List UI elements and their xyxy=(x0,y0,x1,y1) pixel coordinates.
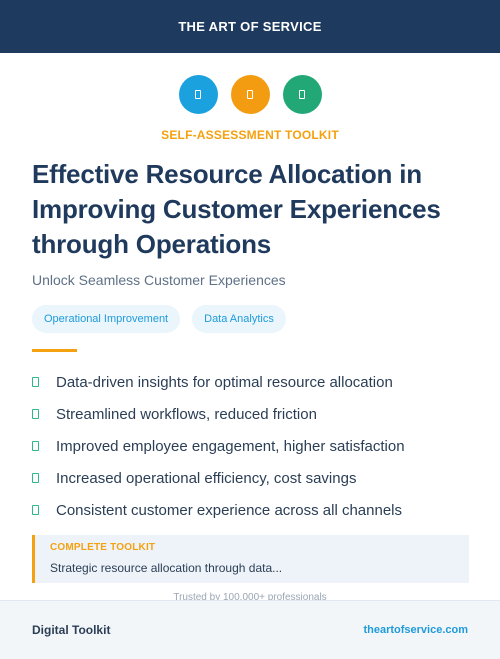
check-icon xyxy=(32,441,39,451)
icon-row xyxy=(0,75,500,114)
benefit-text: Consistent customer experience across al… xyxy=(56,501,403,519)
benefit-text: Streamlined workflows, reduced friction xyxy=(56,405,317,423)
benefit-item: Streamlined workflows, reduced friction xyxy=(32,398,405,430)
callout-text: Strategic resource allocation through da… xyxy=(50,561,283,575)
check-icon xyxy=(32,473,39,483)
benefit-text: Improved employee engagement, higher sat… xyxy=(56,437,405,455)
toolkit-kicker: SELF-ASSESSMENT TOOLKIT xyxy=(161,128,339,142)
check-icon xyxy=(32,409,39,419)
document-icon xyxy=(299,90,305,99)
benefit-item: Increased operational efficiency, cost s… xyxy=(32,462,405,494)
trusted-note: Trusted by 100,000+ professionals xyxy=(173,592,327,601)
page-subtitle: Unlock Seamless Customer Experiences xyxy=(32,272,286,288)
icon-circle-green xyxy=(282,75,322,114)
benefit-text: Increased operational efficiency, cost s… xyxy=(56,469,357,487)
brand-name: THE ART OF SERVICE xyxy=(178,19,322,34)
icon-circle-blue xyxy=(178,75,218,114)
accent-divider xyxy=(32,349,77,352)
document-icon xyxy=(247,90,253,99)
document-icon xyxy=(195,90,201,99)
benefit-list: Data-driven insights for optimal resourc… xyxy=(32,366,405,526)
footer-label: Digital Toolkit xyxy=(32,623,111,637)
benefit-item: Improved employee engagement, higher sat… xyxy=(32,430,405,462)
benefit-item: Data-driven insights for optimal resourc… xyxy=(32,366,405,398)
tag-operational-improvement[interactable]: Operational Improvement xyxy=(32,305,181,333)
footer-bar: Digital Toolkit theartofservice.com xyxy=(0,600,500,659)
toolkit-callout: COMPLETE TOOLKIT Strategic resource allo… xyxy=(32,535,469,583)
benefit-item: Consistent customer experience across al… xyxy=(32,494,405,526)
header-bar: THE ART OF SERVICE xyxy=(0,0,500,53)
check-icon xyxy=(32,505,39,515)
tag-data-analytics[interactable]: Data Analytics xyxy=(192,305,286,333)
website-link[interactable]: theartofservice.com xyxy=(363,624,468,636)
check-icon xyxy=(32,377,39,387)
page-title: Effective Resource Allocation in Improvi… xyxy=(32,159,441,259)
tag-list: Operational Improvement Data Analytics xyxy=(32,305,286,333)
benefit-text: Data-driven insights for optimal resourc… xyxy=(56,373,393,391)
callout-label: COMPLETE TOOLKIT xyxy=(50,542,156,553)
icon-circle-orange xyxy=(230,75,270,114)
